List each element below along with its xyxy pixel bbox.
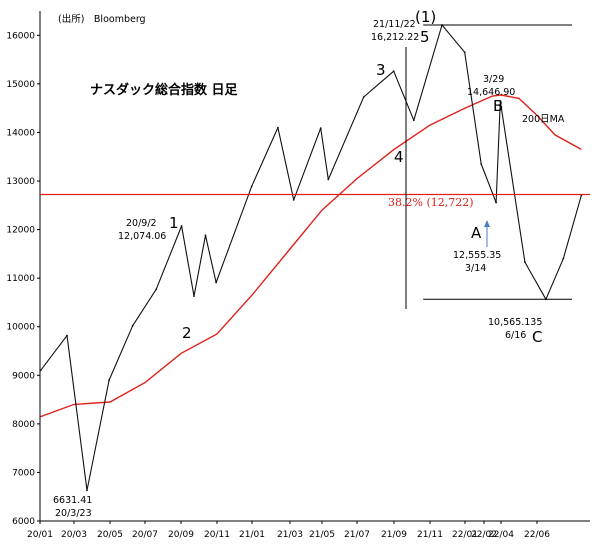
- ann-c-date: 6/16: [505, 330, 526, 341]
- price-point: [66, 334, 68, 337]
- price-point: [499, 100, 502, 102]
- price-point: [495, 201, 497, 204]
- chart-title: ナスダック総合指数 日足: [90, 82, 239, 98]
- ma-label: 200日MA: [522, 114, 565, 125]
- wave-b-label: B: [493, 97, 503, 115]
- y-tick-label: 13000: [6, 177, 35, 187]
- wave-4-label: 4: [394, 148, 404, 166]
- x-tick-label: 21/07: [344, 530, 370, 540]
- price-point: [204, 234, 207, 237]
- wave-5-label: 5: [420, 28, 430, 46]
- ann-low2020-value: 6631.41: [53, 495, 92, 506]
- wave-c-label: C: [532, 328, 542, 346]
- wave-3-label: 3: [376, 61, 386, 79]
- x-tick-label: 21/01: [239, 530, 265, 540]
- axes: [37, 11, 590, 524]
- series: [39, 24, 583, 492]
- price-point: [392, 70, 395, 73]
- y-tick-label: 9000: [12, 371, 35, 381]
- y-tick-label: 16000: [6, 31, 35, 41]
- price-point: [250, 185, 253, 188]
- x-tick-label: 20/09: [168, 530, 194, 540]
- ann-w1-value: 12,074.06: [118, 231, 166, 242]
- x-tick-label: 22/06: [524, 530, 550, 540]
- y-tick-label: 12000: [6, 226, 35, 236]
- y-tick-label: 11000: [6, 274, 35, 284]
- price-point: [131, 324, 134, 327]
- y-tick-label: 6000: [12, 517, 35, 527]
- price-point: [412, 119, 415, 122]
- ma200-line: [40, 94, 582, 418]
- x-tick-label: 20/07: [132, 530, 158, 540]
- x-tick-label: 21/11: [417, 530, 443, 540]
- price-point: [193, 295, 195, 297]
- x-tick-label: 22/01: [452, 530, 478, 540]
- ann-a-value: 12,555.35: [453, 250, 501, 261]
- y-tick-label: 7000: [12, 468, 35, 478]
- ann-low2020-date: 20/3/23: [55, 508, 92, 519]
- price-point: [39, 369, 42, 372]
- price-point: [463, 51, 466, 54]
- ann-b-date: 3/29: [483, 74, 504, 85]
- wave-2-label: 2: [182, 324, 192, 342]
- price-point: [180, 225, 183, 227]
- y-tick-label: 10000: [6, 323, 35, 333]
- ann-a-date: 3/14: [465, 263, 486, 274]
- x-tick-label: 22/02: [471, 530, 497, 540]
- price-point: [362, 96, 365, 98]
- y-tick-label: 15000: [6, 80, 35, 90]
- x-tick-label: 21/05: [309, 530, 335, 540]
- x-tick-label: 21/09: [381, 530, 407, 540]
- x-tick-label: 20/05: [97, 530, 123, 540]
- ann-b-value: 14,646.90: [467, 87, 515, 98]
- price-point: [480, 163, 483, 165]
- y-tick-label: 8000: [12, 420, 35, 430]
- price-point: [319, 127, 322, 129]
- x-tick-label: 20/11: [204, 530, 230, 540]
- ann-c-value: 10,565.135: [488, 317, 542, 328]
- wave-a-label: A: [471, 224, 482, 242]
- x-tick-label: 21/03: [277, 530, 303, 540]
- x-tick-label: 22/04: [488, 530, 514, 540]
- wave-big1-label: (1): [415, 8, 436, 26]
- x-tick-labels: 20/01 20/03 20/05 20/07 20/09 20/11 21/01 21/03…: [27, 530, 550, 540]
- ann-w1-date: 20/9/2: [126, 218, 157, 229]
- y-tick-labels: 6000 7000 8000 9000 10000 11000 12000 13000 1400…: [6, 31, 35, 527]
- ann-peak-date: 21/11/22: [373, 19, 416, 30]
- price-point: [155, 288, 158, 291]
- price-point: [524, 261, 526, 263]
- price-point: [277, 126, 279, 129]
- x-tick-label: 20/03: [61, 530, 87, 540]
- fib-label: 38.2% (12,722): [388, 196, 474, 209]
- price-point: [327, 178, 330, 181]
- x-tick-label: 20/01: [27, 530, 53, 540]
- y-tick-label: 14000: [6, 128, 35, 138]
- price-point: [580, 194, 583, 197]
- wave-1-label: 1: [169, 214, 179, 232]
- price-point: [215, 281, 218, 284]
- price-point: [86, 489, 88, 492]
- arrow-a-head: [484, 220, 490, 227]
- price-point: [108, 379, 110, 381]
- price-point: [562, 257, 565, 260]
- price-point: [292, 199, 295, 201]
- source-label: (出所) Bloomberg: [58, 13, 146, 25]
- reference-lines: [40, 24, 590, 300]
- ann-peak-value: 16,212.22: [371, 32, 419, 43]
